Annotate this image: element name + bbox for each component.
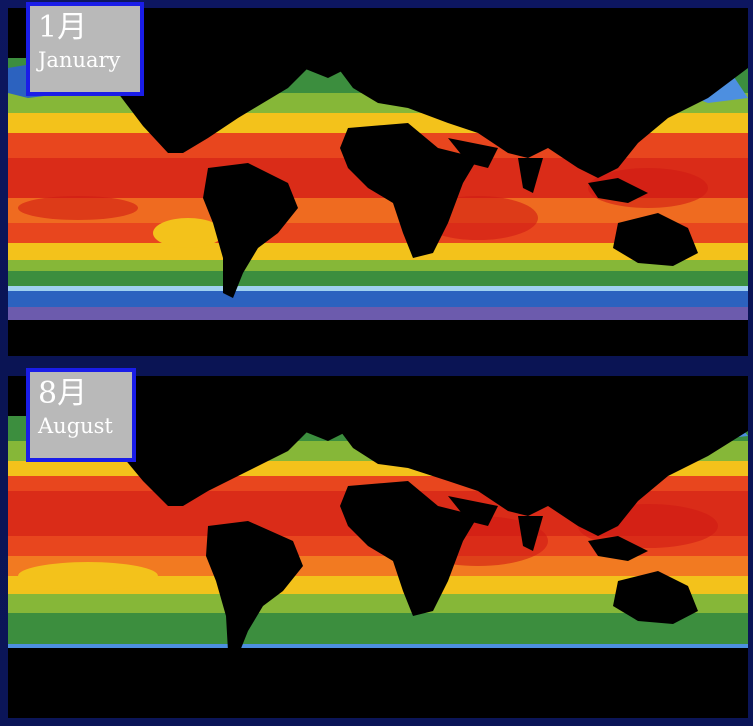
august-sea-temperature-map [8, 376, 748, 718]
august-label: 8月 August [26, 368, 136, 462]
august-name-label: August [38, 414, 113, 438]
january-map-image [8, 8, 748, 356]
aug-band-mild-south [8, 594, 748, 616]
august-month-label: 8月 [38, 376, 88, 411]
august-map-image [8, 376, 748, 718]
january-sea-temperature-map [8, 8, 748, 356]
jan-band-polar-south [8, 307, 748, 321]
jan-band-mild-south [8, 260, 748, 274]
january-label: 1月 January [26, 2, 144, 96]
aug-band-cool-south [8, 613, 748, 646]
aug-band-warm-south [8, 576, 748, 598]
jan-antarctica [8, 320, 748, 356]
january-name-label: January [38, 48, 121, 72]
aug-antarctica [8, 648, 748, 718]
january-month-label: 1月 [38, 10, 88, 45]
jan-band-warm-south [8, 243, 748, 265]
aug-band-cold-south [8, 644, 748, 648]
jan-band-cold-south [8, 291, 748, 309]
jan-band-cool-south [8, 271, 748, 289]
